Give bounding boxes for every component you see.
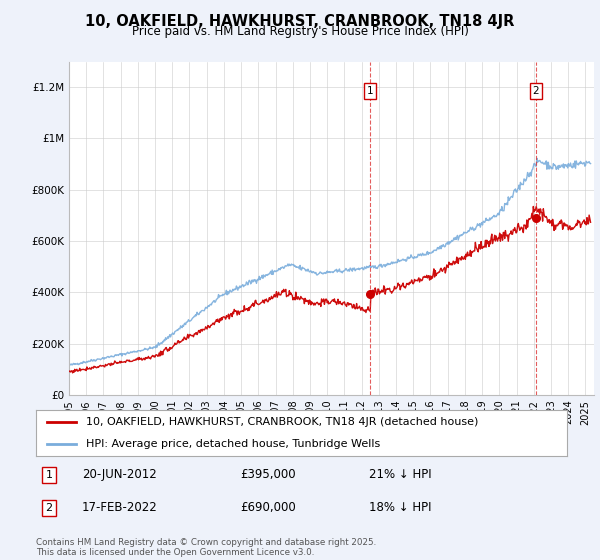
Text: £395,000: £395,000 [240,468,296,481]
Text: 2: 2 [46,503,53,513]
Text: £690,000: £690,000 [240,501,296,514]
Text: 1: 1 [46,470,53,480]
Text: 1: 1 [367,86,373,96]
Text: 20-JUN-2012: 20-JUN-2012 [82,468,157,481]
Text: 18% ↓ HPI: 18% ↓ HPI [368,501,431,514]
Text: 21% ↓ HPI: 21% ↓ HPI [368,468,431,481]
Text: 10, OAKFIELD, HAWKHURST, CRANBROOK, TN18 4JR (detached house): 10, OAKFIELD, HAWKHURST, CRANBROOK, TN18… [86,417,479,427]
Text: 17-FEB-2022: 17-FEB-2022 [82,501,158,514]
Text: HPI: Average price, detached house, Tunbridge Wells: HPI: Average price, detached house, Tunb… [86,439,380,449]
Text: Price paid vs. HM Land Registry's House Price Index (HPI): Price paid vs. HM Land Registry's House … [131,25,469,38]
Text: 2: 2 [533,86,539,96]
Text: 10, OAKFIELD, HAWKHURST, CRANBROOK, TN18 4JR: 10, OAKFIELD, HAWKHURST, CRANBROOK, TN18… [85,14,515,29]
Text: Contains HM Land Registry data © Crown copyright and database right 2025.
This d: Contains HM Land Registry data © Crown c… [36,538,376,557]
